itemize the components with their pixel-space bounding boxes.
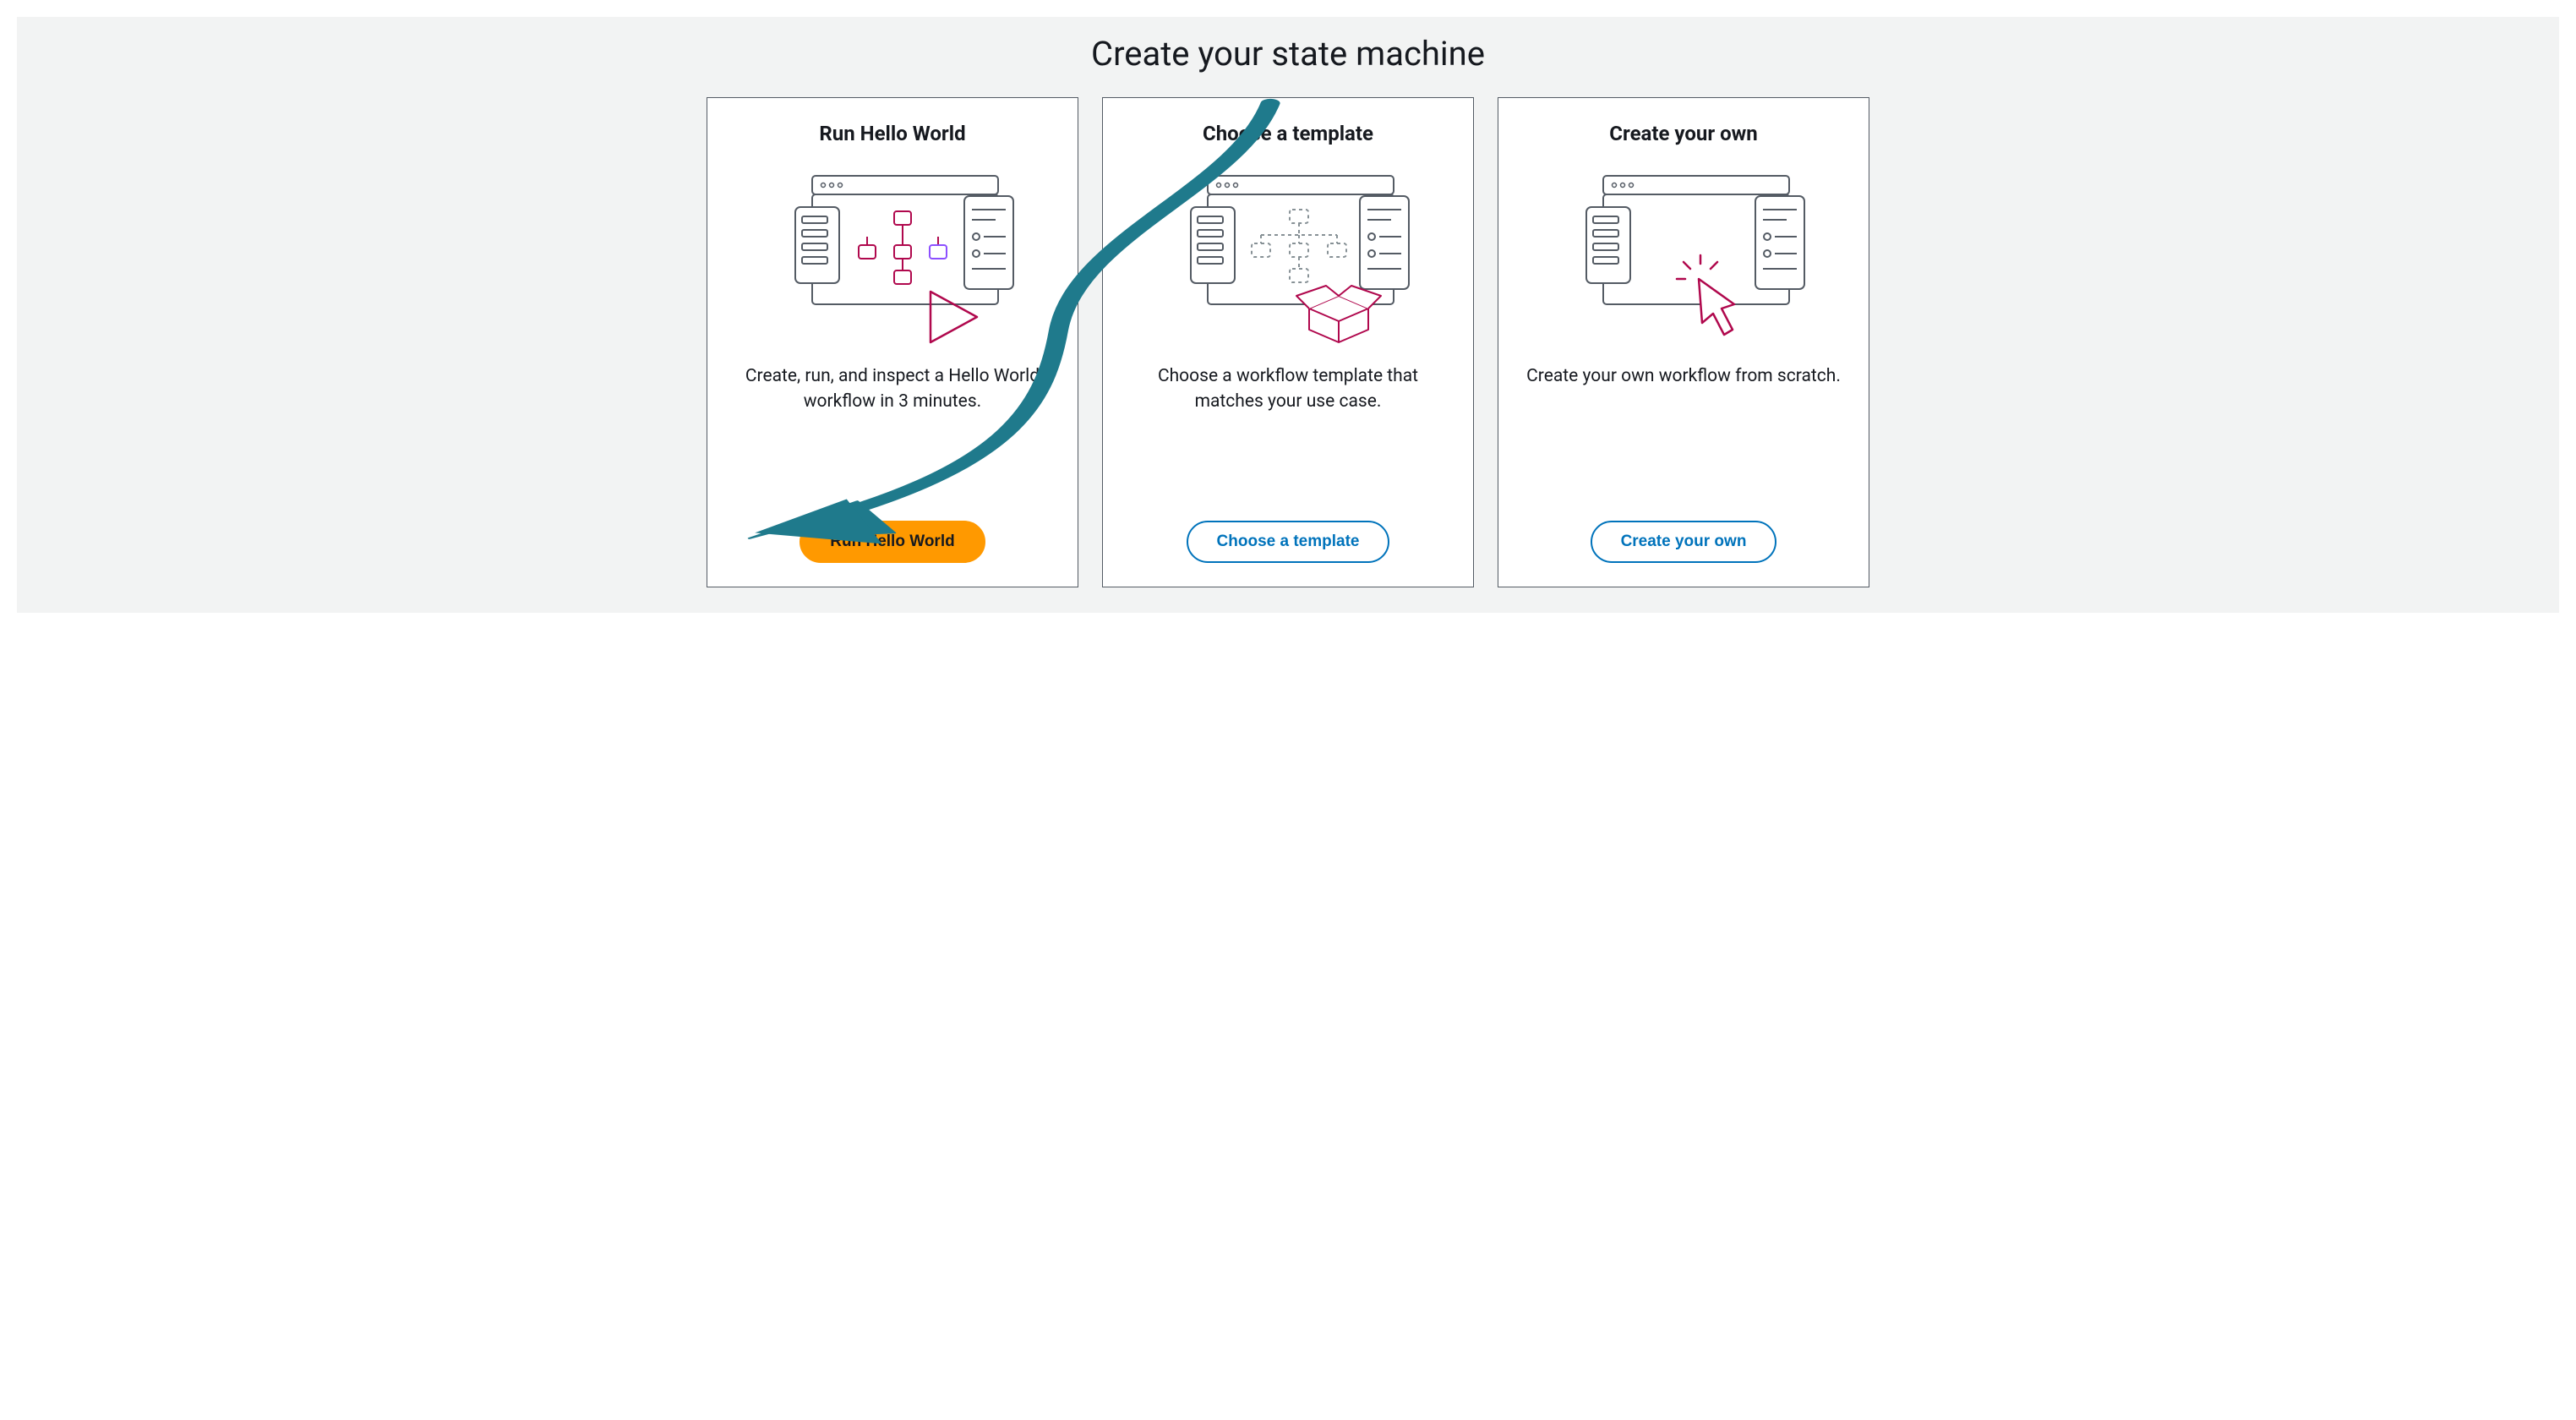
card-description: Create, run, and inspect a Hello World w…	[728, 363, 1057, 521]
card-create-your-own[interactable]: Create your own	[1498, 97, 1869, 587]
run-hello-world-button[interactable]: Run Hello World	[800, 521, 985, 563]
card-title: Choose a template	[1203, 122, 1373, 145]
card-title: Run Hello World	[819, 122, 965, 145]
page-container: Create your state machine Run Hello Worl…	[17, 17, 2559, 613]
workflow-play-icon	[766, 161, 1019, 347]
workflow-cursor-icon	[1557, 161, 1810, 347]
card-description: Choose a workflow template that matches …	[1123, 363, 1453, 521]
card-description: Create your own workflow from scratch.	[1520, 363, 1847, 521]
choose-template-button[interactable]: Choose a template	[1187, 521, 1390, 563]
card-choose-template[interactable]: Choose a template	[1102, 97, 1474, 587]
workflow-box-icon	[1161, 161, 1415, 347]
page-title: Create your state machine	[42, 34, 2534, 74]
create-your-own-button[interactable]: Create your own	[1591, 521, 1777, 563]
card-run-hello-world[interactable]: Run Hello World	[707, 97, 1078, 587]
card-row: Run Hello World	[42, 97, 2534, 587]
card-title: Create your own	[1609, 122, 1757, 145]
